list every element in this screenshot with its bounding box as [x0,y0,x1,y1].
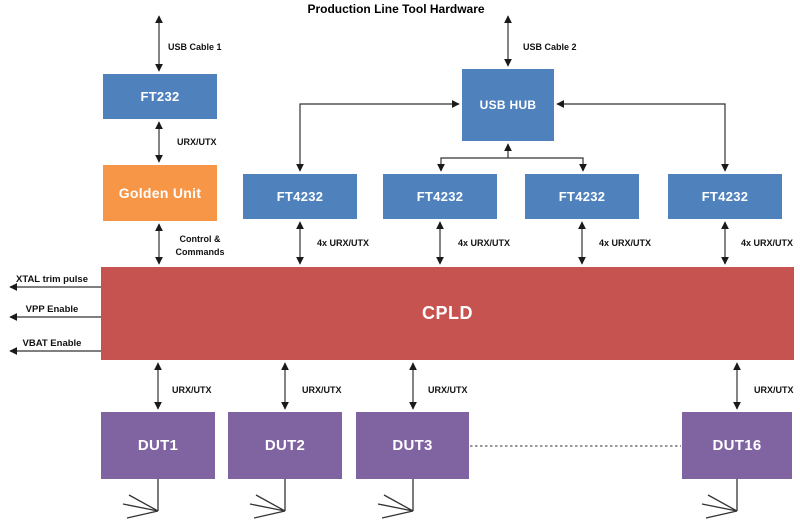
connector-hub-ft4232-2-3 [437,157,587,172]
ground-symbol-dut3 [377,479,414,519]
label-4x-urx-utx-1: 4x URX/UTX [317,238,370,248]
label-4x-urx-utx-4: 4x URX/UTX [741,238,794,248]
block-usb-hub: USB HUB [462,69,554,141]
label-urx-utx-dut2: URX/UTX [302,385,342,395]
label-urx-utx-dut3: URX/UTX [428,385,468,395]
block-cpld: CPLD [101,267,794,360]
block-ft4232-2: FT4232 [383,174,497,219]
block-dut16: DUT16 [682,412,792,479]
diagram-title: Production Line Tool Hardware [307,2,485,16]
label-urx-utx-dut1: URX/UTX [172,385,212,395]
block-golden-unit: Golden Unit [103,165,217,221]
label-vbat-enable: VBAT Enable [22,338,82,349]
label-xtal-trim-pulse: XTAL trim pulse [16,274,88,285]
block-dut1: DUT1 [101,412,215,479]
label-urx-utx-dut16: URX/UTX [754,385,794,395]
label-urx-utx-ft232-golden: URX/UTX [177,137,217,147]
ground-symbol-dut2 [249,479,286,519]
label-vpp-enable: VPP Enable [25,304,79,315]
block-ft4232-4: FT4232 [668,174,782,219]
connector-hub-ft4232-4 [556,100,729,172]
label-4x-urx-utx-3: 4x URX/UTX [599,238,652,248]
block-dut3: DUT3 [356,412,469,479]
ground-symbol-dut16 [701,479,738,519]
block-dut2: DUT2 [228,412,342,479]
label-usb-cable-2: USB Cable 2 [523,42,577,52]
label-control-commands-line2: Commands [175,246,225,257]
label-control-commands: Control & Commands [168,233,232,258]
ground-symbol-dut1 [122,479,159,519]
block-ft4232-1: FT4232 [243,174,357,219]
block-ft232: FT232 [103,74,217,119]
label-usb-cable-1: USB Cable 1 [168,42,222,52]
label-control-commands-line1: Control & [179,234,221,244]
label-4x-urx-utx-2: 4x URX/UTX [458,238,511,248]
block-ft4232-3: FT4232 [525,174,639,219]
connector-hub-ft4232-1 [296,100,460,172]
